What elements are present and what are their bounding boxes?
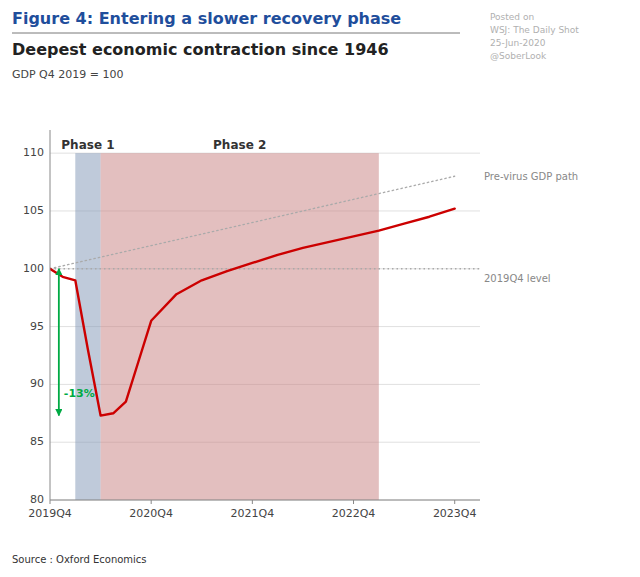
x-tick-label: 2023Q4	[433, 507, 477, 520]
heading-rule	[12, 33, 460, 34]
watermark: 25-Jun-2020	[490, 38, 546, 48]
x-tick	[454, 500, 455, 504]
series-line	[50, 176, 455, 269]
y-tick-label: 85	[30, 435, 44, 448]
y-tick-label: 105	[23, 204, 44, 217]
background	[0, 0, 640, 577]
x-tick	[252, 500, 253, 504]
watermark: WSJ: The Daily Shot	[490, 25, 579, 35]
annotation-label: -13%	[64, 387, 95, 400]
reference-line	[50, 268, 480, 269]
phase-band	[101, 153, 379, 500]
x-tick-label: 2020Q4	[129, 507, 173, 520]
heading: Figure 4: Entering a slower recovery pha…	[12, 9, 401, 28]
phase-label: Phase 2	[213, 138, 266, 152]
y-axis-line	[50, 130, 51, 500]
phase-band	[75, 153, 100, 500]
chart: Figure 4: Entering a slower recovery pha…	[0, 0, 640, 577]
x-tick-label: 2022Q4	[332, 507, 376, 520]
x-tick	[50, 500, 51, 504]
phase-label: Phase 1	[61, 138, 114, 152]
plot-marks	[50, 153, 480, 500]
grid-line	[50, 500, 480, 501]
title: Deepest economic contraction since 1946	[12, 40, 389, 59]
x-tick-label: 2019Q4	[28, 507, 72, 520]
y-tick-label: 110	[23, 146, 44, 159]
annotation-arrow	[58, 269, 60, 416]
watermark: Posted on	[490, 12, 534, 22]
source: Source : Oxford Economics	[12, 554, 147, 565]
x-tick	[151, 500, 152, 504]
series-label: Pre-virus GDP path	[484, 171, 578, 182]
y-tick-label: 80	[30, 493, 44, 506]
watermark: @SoberLook	[490, 51, 547, 61]
x-tick	[353, 500, 354, 504]
reference-label: 2019Q4 level	[484, 273, 551, 284]
x-axis-line	[50, 500, 480, 501]
y-tick-label: 95	[30, 320, 44, 333]
series-line	[50, 209, 455, 416]
y-tick-label: 100	[23, 262, 44, 275]
subtitle: GDP Q4 2019 = 100	[12, 68, 123, 81]
x-tick-label: 2021Q4	[231, 507, 275, 520]
y-tick-label: 90	[30, 377, 44, 390]
